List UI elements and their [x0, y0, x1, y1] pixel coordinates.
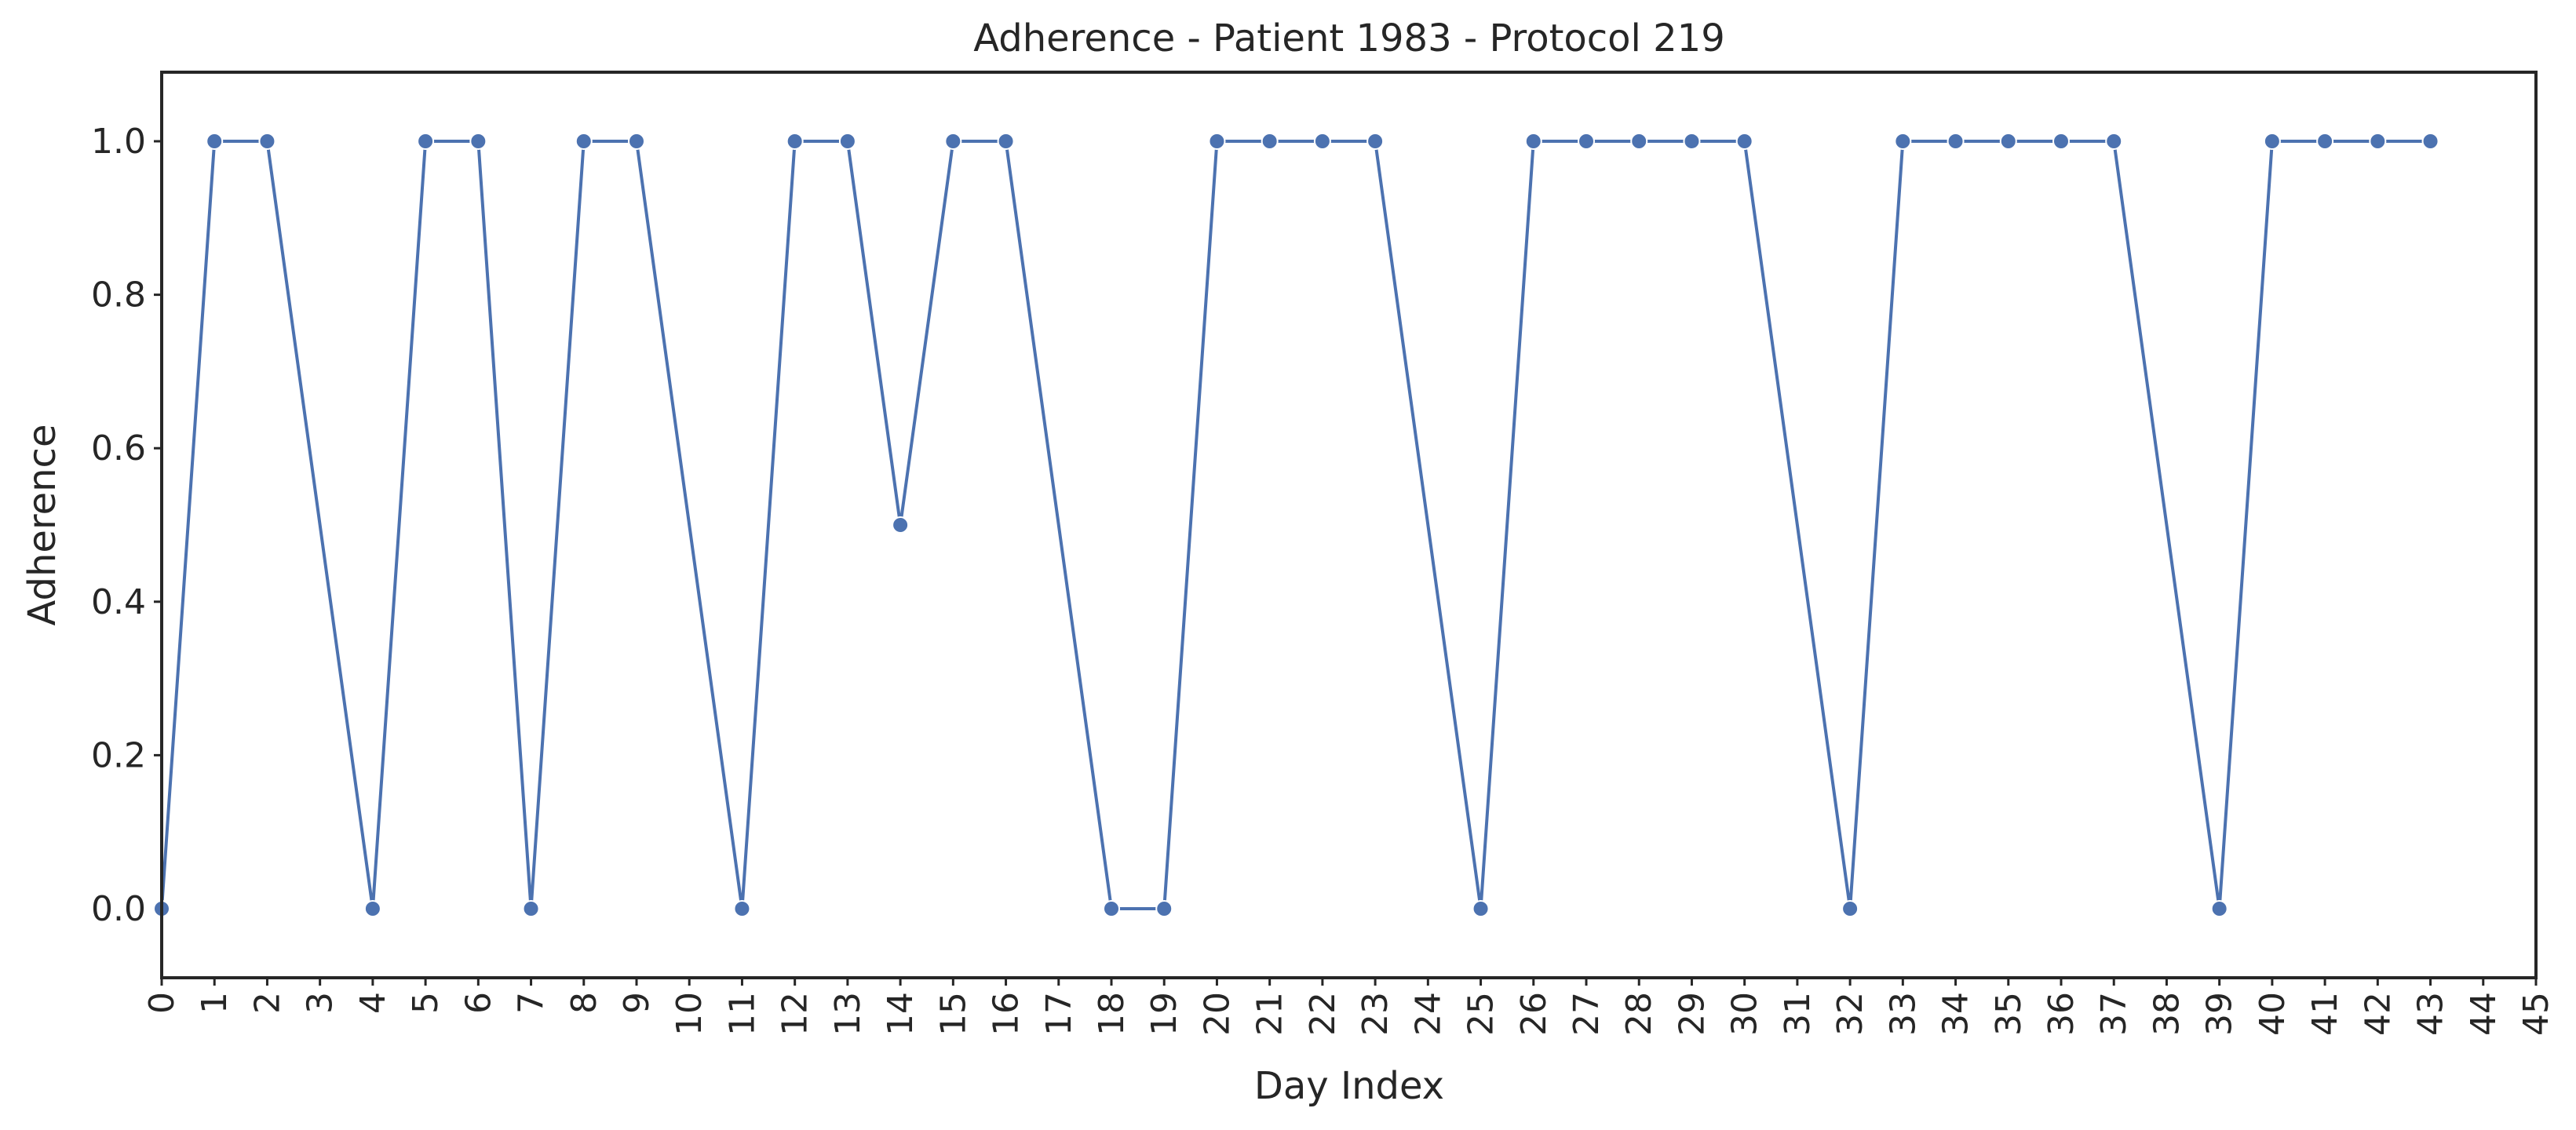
data-point [258, 133, 276, 151]
x-tick-label: 26 [1514, 992, 1554, 1036]
x-tick-label: 24 [1408, 992, 1448, 1036]
x-tick-label: 15 [933, 992, 973, 1036]
x-tick-label: 13 [828, 992, 868, 1036]
data-point [1999, 133, 2017, 151]
x-tick-label: 9 [617, 992, 657, 1014]
data-point [892, 516, 910, 534]
y-tick-label: 0.8 [91, 275, 146, 315]
data-point [2210, 899, 2228, 917]
data-point [1208, 133, 1226, 151]
x-tick-label: 12 [775, 992, 815, 1036]
x-tick-label: 42 [2358, 992, 2398, 1036]
data-point [1524, 133, 1542, 151]
x-tick-label: 20 [1197, 992, 1237, 1036]
x-tick-label: 1 [195, 992, 235, 1014]
data-point [838, 133, 856, 151]
y-tick-label: 0.6 [91, 428, 146, 468]
data-point [944, 133, 962, 151]
x-tick-label: 39 [2200, 992, 2240, 1036]
data-point [2369, 133, 2387, 151]
x-tick-label: 5 [406, 992, 446, 1014]
x-tick-label: 40 [2253, 992, 2293, 1036]
y-tick-label: 0.2 [91, 735, 146, 775]
x-tick-label: 29 [1672, 992, 1712, 1036]
y-tick-label: 1.0 [91, 122, 146, 162]
data-point [1261, 133, 1279, 151]
data-point [1313, 133, 1331, 151]
plot-series [153, 133, 2439, 917]
data-point [1472, 899, 1490, 917]
x-tick-label: 3 [301, 992, 341, 1014]
y-axis-label: Adherence [20, 425, 64, 626]
x-tick-label: 4 [353, 992, 393, 1014]
data-point [575, 133, 593, 151]
data-point [1841, 899, 1859, 917]
x-tick-label: 31 [1778, 992, 1818, 1036]
x-tick-label: 33 [1883, 992, 1923, 1036]
x-tick-label: 34 [1936, 992, 1976, 1036]
x-tick-label: 41 [2305, 992, 2345, 1036]
x-axis-ticks: 0 1 2 3 4 5 6 7 8 9 10 11 12 13 14 15 16 17 18 19 20 21 22 23 24… [142, 978, 2556, 1036]
data-point [2105, 133, 2123, 151]
x-tick-label: 27 [1567, 992, 1607, 1036]
adherence-series-line [160, 140, 2431, 910]
data-point [522, 899, 540, 917]
x-tick-label: 7 [512, 992, 552, 1014]
data-point [1366, 133, 1385, 151]
y-tick-label: 0.0 [91, 889, 146, 929]
data-point [1735, 133, 1753, 151]
x-tick-label: 10 [670, 992, 710, 1036]
x-tick-label: 32 [1830, 992, 1870, 1036]
x-tick-label: 45 [2516, 992, 2556, 1036]
data-point [363, 899, 381, 917]
x-tick-label: 43 [2411, 992, 2451, 1036]
y-tick-label: 0.4 [91, 582, 146, 622]
x-tick-label: 25 [1461, 992, 1501, 1036]
data-point [628, 133, 645, 151]
data-point [2052, 133, 2070, 151]
x-tick-label: 28 [1619, 992, 1659, 1036]
data-point [997, 133, 1015, 151]
x-tick-label: 18 [1092, 992, 1132, 1036]
x-tick-label: 35 [1989, 992, 2029, 1036]
x-tick-label: 19 [1144, 992, 1184, 1036]
x-axis-label: Day Index [1254, 1064, 1444, 1108]
chart-title: Adherence - Patient 1983 - Protocol 219 [973, 16, 1725, 60]
y-axis-ticks: 0.0 0.2 0.4 0.6 0.8 1.0 [91, 122, 162, 929]
data-point [2316, 133, 2334, 151]
data-point [2421, 133, 2439, 151]
x-tick-label: 8 [564, 992, 604, 1014]
data-point [417, 133, 435, 151]
x-tick-label: 11 [722, 992, 762, 1036]
data-point [1155, 899, 1173, 917]
data-point [469, 133, 487, 151]
data-point [1103, 899, 1120, 917]
x-tick-label: 17 [1039, 992, 1079, 1036]
data-point [1947, 133, 1965, 151]
data-point [1683, 133, 1701, 151]
x-tick-label: 22 [1303, 992, 1343, 1036]
x-tick-label: 38 [2147, 992, 2187, 1036]
data-point [1578, 133, 1595, 151]
x-tick-label: 14 [881, 992, 921, 1036]
x-tick-label: 0 [142, 992, 182, 1014]
x-tick-label: 37 [2094, 992, 2134, 1036]
x-tick-label: 16 [987, 992, 1027, 1036]
x-tick-label: 30 [1725, 992, 1765, 1036]
x-tick-label: 44 [2464, 992, 2504, 1036]
data-point [206, 133, 224, 151]
x-tick-label: 21 [1250, 992, 1290, 1036]
data-point [733, 899, 751, 917]
x-tick-label: 2 [247, 992, 287, 1014]
plot-frame [160, 71, 2538, 979]
data-point [1630, 133, 1648, 151]
x-tick-label: 23 [1356, 992, 1396, 1036]
data-point [1894, 133, 1912, 151]
data-point [2263, 133, 2281, 151]
x-tick-label: 36 [2041, 992, 2082, 1036]
x-tick-label: 6 [458, 992, 498, 1014]
data-point [786, 133, 804, 151]
